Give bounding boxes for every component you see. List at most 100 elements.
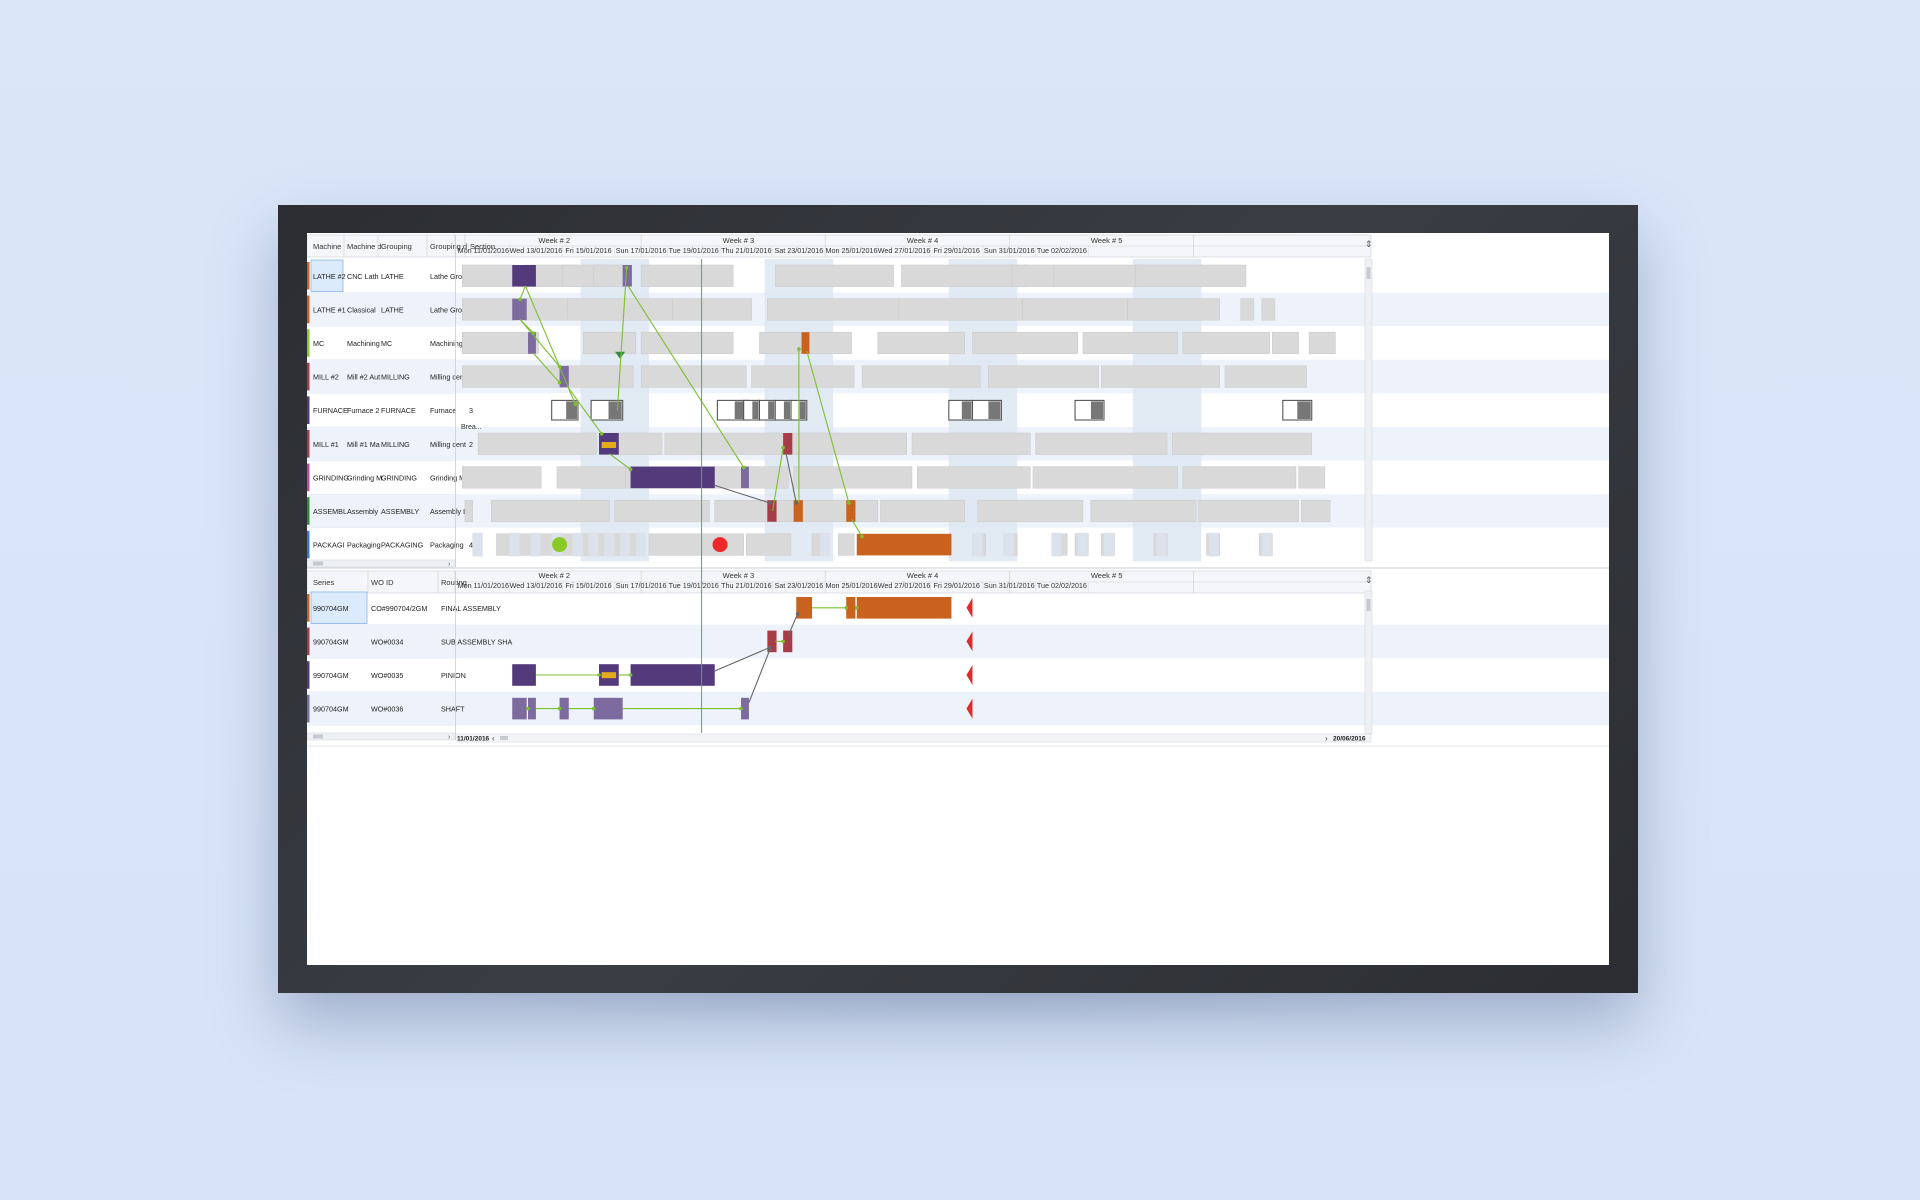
wo-vertical-scrollbar[interactable] <box>1364 590 1373 735</box>
machine-column-header[interactable]: Grouping d <box>430 242 467 251</box>
machine-cell-grouping[interactable]: MC <box>381 339 392 348</box>
wo-operation-bar[interactable] <box>512 697 527 720</box>
operation-bar[interactable] <box>793 500 803 522</box>
wo-cell-routing[interactable]: SHAFT <box>441 705 465 714</box>
due-date-marker-icon[interactable] <box>966 665 973 685</box>
range-left-arrow[interactable]: ‹ <box>492 734 495 743</box>
machine-cell-grouping_desc[interactable]: Milling cent <box>430 373 466 382</box>
machine-cell-machine_desc[interactable]: Classical <box>347 305 376 314</box>
wo-vertical-scrollbar-thumb[interactable] <box>1366 599 1371 611</box>
machine-cell-grouping[interactable]: ASSEMBLY <box>381 507 419 516</box>
wo-cell-series[interactable]: 990704GM <box>313 705 349 714</box>
machine-cell-grouping_desc[interactable]: Lathe Grou <box>430 272 466 281</box>
wo-cell-series[interactable]: 990704GM <box>313 637 349 646</box>
machine-scroll-thumb[interactable] <box>313 561 323 566</box>
wo-selected-cell[interactable] <box>310 591 368 625</box>
wo-cell-routing[interactable]: PINION <box>441 671 466 680</box>
machine-cell-grouping[interactable]: LATHE <box>381 305 404 314</box>
due-date-marker-icon[interactable] <box>966 631 973 652</box>
wo-cell-series[interactable]: 990704GM <box>313 671 349 680</box>
operation-bar[interactable] <box>741 466 749 489</box>
machine-cell-machine_desc[interactable]: Machining <box>347 339 380 348</box>
machine-cell-section[interactable]: 4 <box>469 541 473 550</box>
machine-selected-cell[interactable] <box>310 259 344 293</box>
machine-cell-grouping_desc[interactable]: Assembly L <box>430 507 467 516</box>
wo-operation-bar[interactable] <box>528 697 536 720</box>
operation-bar[interactable] <box>630 466 715 489</box>
machine-cell-machine[interactable]: GRINDING <box>313 473 349 482</box>
wo-cell-wo_id[interactable]: WO#0036 <box>371 705 403 714</box>
machine-column-header[interactable]: Grouping <box>381 242 412 251</box>
machine-cell-machine[interactable]: ASSEMBL <box>313 507 347 516</box>
wo-cell-wo_id[interactable]: CO#990704/2GM <box>371 604 427 613</box>
machine-cell-grouping[interactable]: LATHE <box>381 272 404 281</box>
due-date-marker-icon[interactable] <box>966 698 973 719</box>
operation-bar[interactable] <box>622 265 632 287</box>
machine-scroll-right-arrow[interactable]: › <box>448 561 451 568</box>
machine-column-header[interactable]: Machine <box>313 242 341 251</box>
machine-cell-machine[interactable]: MILL #1 <box>313 440 339 449</box>
machine-cell-section[interactable]: 3 <box>469 406 473 415</box>
timeline-range-bar[interactable] <box>456 733 1372 743</box>
machine-cell-grouping_desc[interactable]: Grinding M <box>430 473 465 482</box>
wo-operation-bar[interactable] <box>593 697 623 720</box>
wo-cell-series[interactable]: 990704GM <box>313 604 349 613</box>
machine-cell-machine[interactable]: MILL #2 <box>313 373 339 382</box>
machine-cell-machine_desc[interactable]: CNC Lath <box>347 272 379 281</box>
status-late-indicator[interactable] <box>712 537 728 553</box>
machine-cell-machine[interactable]: LATHE #1 <box>313 305 346 314</box>
machine-cell-machine[interactable]: LATHE #2 <box>313 272 346 281</box>
machine-vertical-scrollbar[interactable] <box>1364 258 1373 562</box>
panel-resize-icon[interactable]: ⇕ <box>1365 239 1373 249</box>
machine-cell-grouping_desc[interactable]: Furnace <box>430 406 456 415</box>
machine-cell-grouping[interactable]: FURNACE <box>381 406 416 415</box>
wo-cell-routing[interactable]: FINAL ASSEMBLY <box>441 604 501 613</box>
machine-cell-grouping[interactable]: PACKAGING <box>381 541 424 550</box>
operation-bar[interactable] <box>767 500 777 522</box>
wo-operation-bar[interactable] <box>630 664 715 686</box>
wo-scroll-thumb[interactable] <box>313 734 323 739</box>
operation-bar[interactable] <box>783 433 793 455</box>
operation-bar[interactable] <box>528 332 536 354</box>
machine-cell-grouping_desc[interactable]: Machining <box>430 339 463 348</box>
machine-cell-grouping_desc[interactable]: Lathe Grou <box>430 305 466 314</box>
wo-operation-bar[interactable] <box>559 697 569 720</box>
machine-column-header[interactable]: Machine d <box>347 242 382 251</box>
machine-cell-machine_desc[interactable]: Assembly <box>347 507 379 516</box>
wo-operation-bar[interactable] <box>796 597 813 619</box>
machine-cell-section[interactable]: 2 <box>469 440 473 449</box>
wo-operation-bar[interactable] <box>741 697 749 720</box>
machine-cell-machine[interactable]: MC <box>313 339 324 348</box>
panel-resize-icon[interactable]: ⇕ <box>1365 575 1373 585</box>
milestone-marker-icon[interactable] <box>615 351 626 359</box>
wo-operation-bar[interactable] <box>856 597 952 619</box>
machine-cell-machine_desc[interactable]: Grinding M <box>347 473 382 482</box>
machine-horizontal-scrollbar[interactable] <box>307 559 456 568</box>
machine-cell-grouping_desc[interactable]: Packaging <box>430 541 464 550</box>
machine-cell-grouping_desc[interactable]: Milling cent <box>430 440 466 449</box>
machine-cell-machine[interactable]: FURNACE <box>313 406 348 415</box>
machine-cell-machine_desc[interactable]: Packaging <box>347 541 381 550</box>
range-right-arrow[interactable]: › <box>1325 734 1328 743</box>
status-ok-indicator[interactable] <box>552 537 568 553</box>
machine-cell-grouping[interactable]: MILLING <box>381 440 410 449</box>
machine-vertical-scrollbar-thumb[interactable] <box>1366 267 1371 279</box>
wo-operation-bar[interactable] <box>783 630 793 653</box>
wo-operation-bar[interactable] <box>767 630 777 653</box>
wo-column-header[interactable]: WO ID <box>371 578 394 587</box>
wo-horizontal-scrollbar[interactable] <box>307 732 456 741</box>
machine-cell-machine[interactable]: PACKAGI <box>313 541 344 550</box>
operation-bar[interactable] <box>856 533 952 556</box>
machine-cell-machine_desc[interactable]: Furnace 2 <box>347 406 379 415</box>
wo-column-header[interactable]: Routing <box>441 578 467 587</box>
wo-operation-bar[interactable] <box>846 597 856 619</box>
machine-cell-machine_desc[interactable]: Mill #1 Ma <box>347 440 380 449</box>
wo-cell-routing[interactable]: SUB ASSEMBLY SHA <box>441 637 512 646</box>
operation-bar[interactable] <box>846 500 856 522</box>
wo-column-header[interactable]: Series <box>313 578 335 587</box>
wo-cell-wo_id[interactable]: WO#0034 <box>371 637 403 646</box>
machine-cell-grouping[interactable]: GRINDING <box>381 473 417 482</box>
machine-column-header[interactable]: Section <box>470 242 495 251</box>
wo-cell-wo_id[interactable]: WO#0035 <box>371 671 403 680</box>
operation-bar[interactable] <box>801 332 810 354</box>
